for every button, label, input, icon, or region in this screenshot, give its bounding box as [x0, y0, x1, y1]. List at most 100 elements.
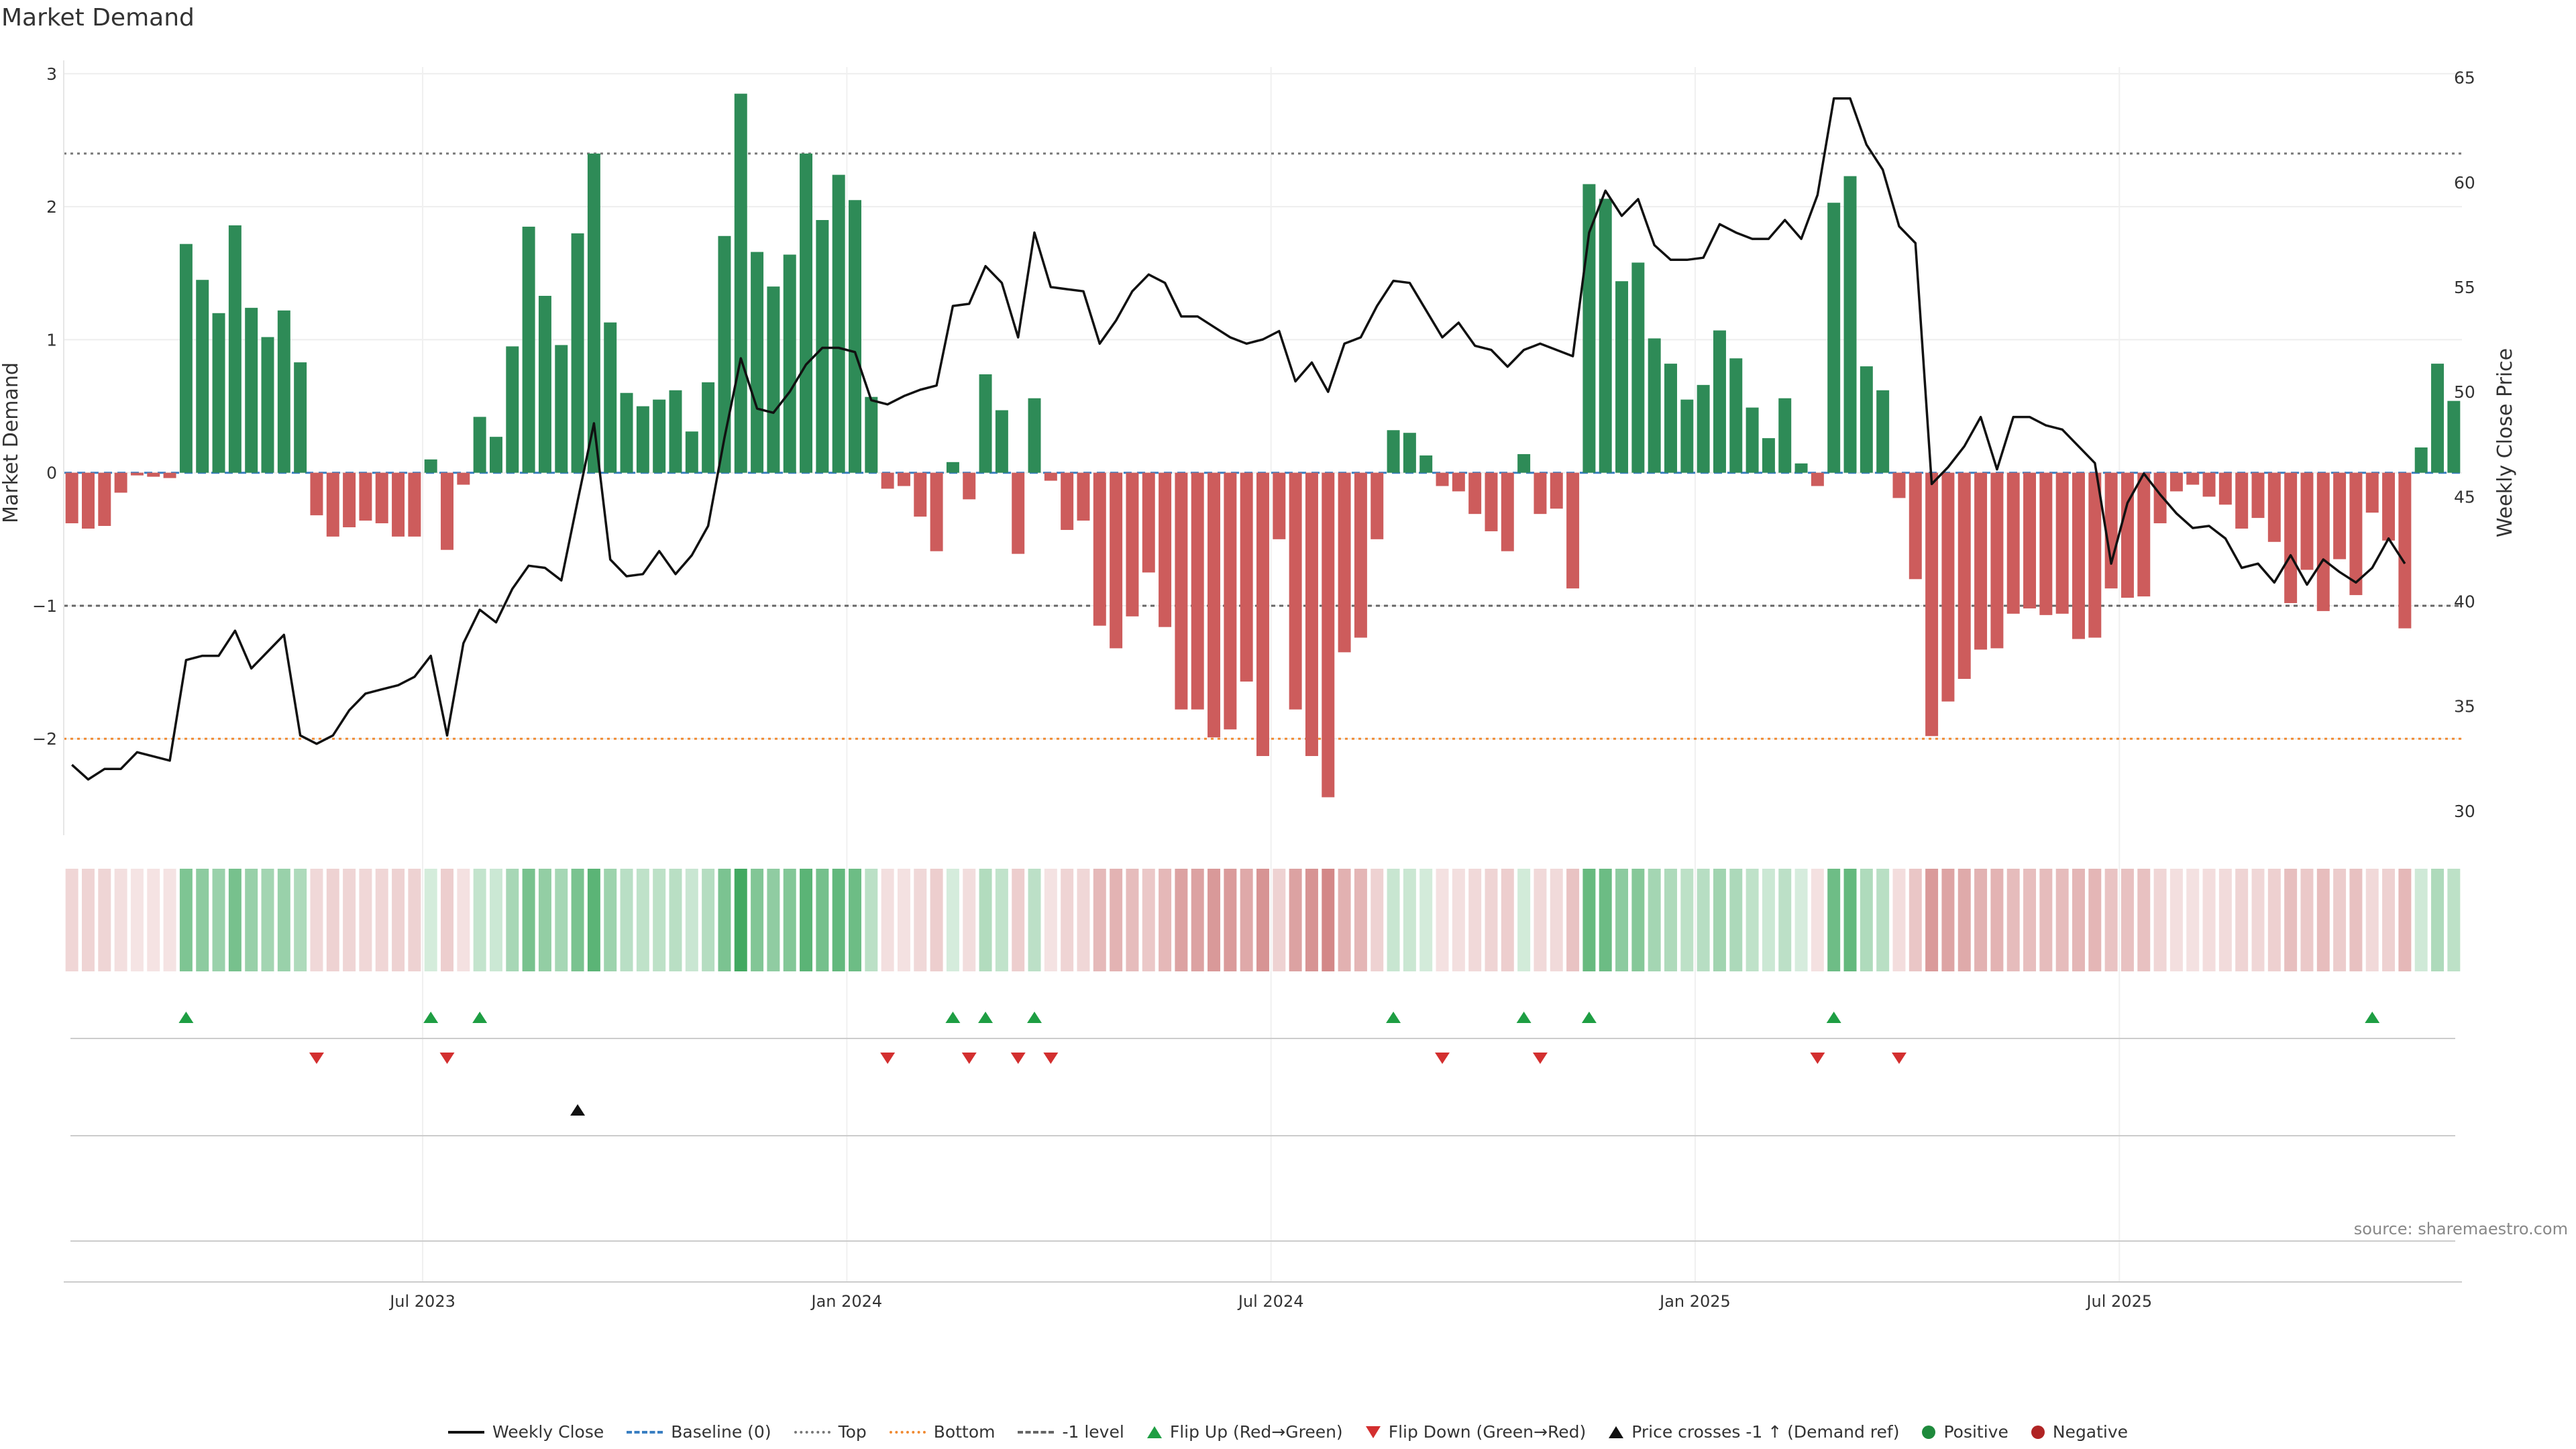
- demand-bar: [1501, 472, 1514, 551]
- heat-tile: [1208, 869, 1221, 971]
- demand-bar: [1208, 472, 1221, 738]
- heat-tile: [2153, 869, 2167, 971]
- demand-bar: [881, 472, 894, 489]
- demand-bar: [245, 307, 258, 473]
- demand-bar: [2153, 472, 2167, 524]
- demand-bar: [2251, 472, 2265, 519]
- heat-tile: [1746, 869, 1759, 971]
- demand-bar: [1338, 472, 1351, 653]
- y-axis-label: Market Demand: [0, 362, 23, 523]
- heat-tile: [979, 869, 992, 971]
- demand-bar: [1615, 281, 1629, 473]
- flip-down-marker: [1043, 1053, 1059, 1064]
- heat-tile: [571, 869, 584, 971]
- heat-tile: [718, 869, 731, 971]
- heat-tile: [1729, 869, 1743, 971]
- heat-tile: [1566, 869, 1580, 971]
- legend-negative: Negative: [2031, 1422, 2128, 1442]
- demand-bar: [2235, 472, 2249, 529]
- demand-bar: [1648, 338, 1661, 473]
- demand-bar: [1860, 366, 1873, 473]
- demand-bar: [1012, 472, 1025, 554]
- heat-tile: [1175, 869, 1188, 971]
- demand-bar: [1941, 472, 1955, 702]
- heat-tile: [489, 869, 502, 971]
- x-tick-label: Jul 2024: [1237, 1292, 1304, 1311]
- heat-tile: [702, 869, 715, 971]
- source-caption: source: sharemaestro.com: [2353, 1220, 2568, 1238]
- heat-tile: [1599, 869, 1612, 971]
- y2-tick-label: 55: [2454, 278, 2475, 297]
- flip-down-marker: [439, 1053, 455, 1064]
- demand-bar: [294, 362, 307, 473]
- demand-bar: [1452, 472, 1465, 492]
- demand-bar: [65, 472, 78, 524]
- heat-tile: [1159, 869, 1172, 971]
- demand-bar: [1713, 330, 1726, 473]
- flip-up-marker: [178, 1012, 194, 1023]
- red-dot-icon: [2031, 1425, 2045, 1439]
- heat-tile: [1517, 869, 1531, 971]
- demand-bar: [1110, 472, 1123, 649]
- legend-baseline: Baseline (0): [627, 1422, 771, 1442]
- price-cross-marker: [570, 1104, 586, 1116]
- triangle-up-icon: [1146, 1426, 1162, 1438]
- y2-tick-label: 65: [2454, 68, 2475, 88]
- demand-bar: [751, 252, 764, 473]
- demand-bar: [832, 174, 845, 473]
- demand-bar: [1566, 472, 1580, 589]
- heat-tile: [946, 869, 959, 971]
- heat-tile: [1582, 869, 1596, 971]
- heat-tile: [1957, 869, 1971, 971]
- heat-tile: [81, 869, 95, 971]
- heat-tile: [2072, 869, 2085, 971]
- demand-bar: [2333, 472, 2347, 559]
- heat-tile: [506, 869, 519, 971]
- demand-bar: [326, 472, 339, 537]
- heat-tile: [522, 869, 535, 971]
- heat-tile: [277, 869, 290, 971]
- demand-bar: [1322, 472, 1335, 798]
- demand-bar: [816, 220, 829, 473]
- demand-bar: [1256, 472, 1269, 756]
- demand-bar: [1191, 472, 1204, 710]
- heat-tile: [147, 869, 160, 971]
- heat-tile: [2235, 869, 2249, 971]
- demand-bar: [163, 472, 176, 478]
- heat-tile: [1860, 869, 1873, 971]
- flip-up-marker: [1516, 1012, 1532, 1023]
- heat-tile: [343, 869, 356, 971]
- demand-bar: [2300, 472, 2314, 570]
- flip-down-marker: [1532, 1053, 1548, 1064]
- y2-tick-label: 40: [2454, 592, 2475, 611]
- heat-tile: [2039, 869, 2053, 971]
- flip-up-marker: [1027, 1012, 1042, 1023]
- heat-tile: [392, 869, 405, 971]
- heat-tile: [1354, 869, 1367, 971]
- heat-tile: [1941, 869, 1955, 971]
- demand-bar: [979, 374, 992, 473]
- heat-tile: [2398, 869, 2412, 971]
- demand-bar: [783, 254, 796, 473]
- flip-up-marker: [1386, 1012, 1401, 1023]
- flip-up-marker: [1581, 1012, 1597, 1023]
- x-tick-label: Jul 2023: [388, 1292, 455, 1311]
- demand-bar: [2104, 472, 2118, 589]
- heat-tile: [2251, 869, 2265, 971]
- y-tick-label: 1: [46, 330, 57, 350]
- demand-bar: [995, 410, 1008, 473]
- demand-bar: [2414, 447, 2428, 473]
- heat-tile: [865, 869, 878, 971]
- flip-down-marker: [961, 1053, 977, 1064]
- heat-tile: [1387, 869, 1400, 971]
- heat-tile: [1485, 869, 1498, 971]
- demand-bar: [571, 233, 584, 473]
- demand-bar: [1485, 472, 1498, 531]
- demand-bar: [1974, 472, 1988, 650]
- demand-bar: [849, 200, 861, 473]
- demand-bar: [1876, 390, 1890, 473]
- demand-bar: [375, 472, 388, 524]
- demand-bar: [1387, 430, 1400, 473]
- legend-flip-up: Flip Up (Red→Green): [1146, 1422, 1343, 1442]
